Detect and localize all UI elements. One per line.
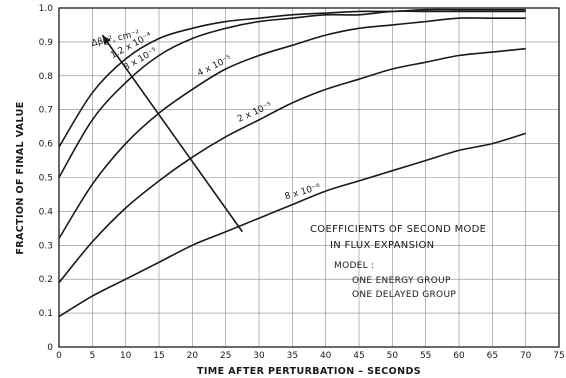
x-tick-label: 50 — [387, 351, 399, 361]
parameter-arrow-head — [102, 35, 111, 45]
x-tick-label: 5 — [89, 351, 95, 361]
series-line-0 — [58, 132, 526, 318]
x-tick-label: 25 — [220, 351, 231, 361]
y-tick-label: 0.1 — [39, 309, 53, 319]
annotation-model-label: MODEL : — [334, 261, 374, 271]
series-line-1 — [58, 47, 526, 284]
y-tick-label: 0.7 — [39, 106, 53, 116]
annotation-title-line-1: COEFFICIENTS OF SECOND MODE — [310, 224, 486, 235]
x-tick-label: 15 — [153, 351, 164, 361]
series-label-0: 8 x 10⁻⁶ — [284, 182, 322, 202]
x-tick-label: 40 — [320, 351, 332, 361]
annotation-model-line-2: ONE DELAYED GROUP — [352, 290, 456, 300]
y-tick-label: 0.5 — [39, 174, 53, 184]
y-tick-label: 0.4 — [39, 207, 54, 217]
annotation-model-line-1: ONE ENERGY GROUP — [352, 276, 451, 286]
x-tick-label: 45 — [353, 351, 364, 361]
x-tick-label: 35 — [287, 351, 298, 361]
x-tick-label: 10 — [120, 351, 132, 361]
x-tick-label: 65 — [487, 351, 498, 361]
y-tick-label: 1.0 — [39, 4, 54, 14]
x-tick-label: 30 — [253, 351, 265, 361]
y-tick-label: 0.9 — [39, 38, 54, 48]
y-tick-label: 0 — [47, 343, 53, 353]
x-tick-label: 0 — [56, 351, 62, 361]
x-tick-label: 75 — [553, 351, 564, 361]
tick-labels: 0 5 10 15 20 25 30 35 40 45 50 55 60 65 70 75 0 0.1 0.2 0.3… — [39, 4, 565, 361]
y-tick-label: 0.6 — [39, 140, 54, 150]
x-tick-label: 20 — [187, 351, 199, 361]
series-line-2 — [58, 17, 526, 239]
x-tick-label: 70 — [520, 351, 532, 361]
grid — [59, 8, 559, 347]
x-tick-label: 55 — [420, 351, 431, 361]
y-axis-label: FRACTION OF FINAL VALUE — [15, 101, 26, 254]
parameter-arrow-shaft — [101, 34, 243, 233]
x-axis-label: TIME AFTER PERTURBATION – SECONDS — [197, 366, 421, 377]
x-tick-label: 60 — [453, 351, 465, 361]
y-tick-label: 0.3 — [39, 241, 53, 251]
y-tick-label: 0.8 — [39, 72, 54, 82]
annotation-title-line-2: IN FLUX EXPANSION — [330, 240, 434, 251]
series-line-4 — [58, 8, 526, 148]
parameter-arrow — [101, 34, 243, 233]
y-tick-label: 0.2 — [39, 275, 53, 285]
